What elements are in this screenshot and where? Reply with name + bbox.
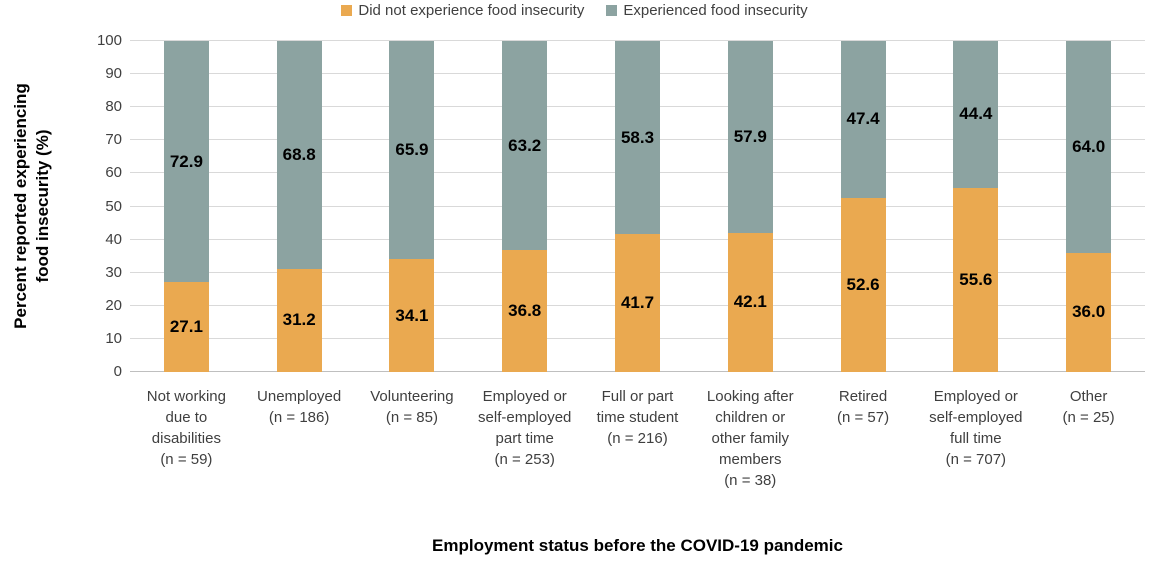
y-tick-label: 0 <box>113 363 122 380</box>
x-category-label: Employed or self-employed full time (n =… <box>929 388 1023 468</box>
y-axis-title-line: Percent reported experiencing <box>11 83 30 329</box>
bar-segment-did-not-experience <box>163 282 209 372</box>
legend-swatch-orange-icon <box>341 5 353 16</box>
data-label: 55.6 <box>959 269 993 289</box>
legend-item-experienced: Experienced food insecurity <box>606 2 808 19</box>
bar-segment-experienced <box>389 41 435 260</box>
data-label: 36.0 <box>1072 302 1106 322</box>
y-tick-label: 30 <box>105 263 122 281</box>
legend-label: Did not experience food insecurity <box>358 2 585 19</box>
x-category-label: Unemployed (n = 186) <box>257 388 342 426</box>
x-category-label: Full or part time student (n = 216) <box>596 388 679 447</box>
data-label: 36.8 <box>508 301 542 321</box>
x-category-label: Employed or self-employed part time (n =… <box>478 388 572 468</box>
data-label: 52.6 <box>846 274 880 294</box>
data-label: 57.9 <box>733 126 767 146</box>
bar-segment-did-not-experience <box>276 268 322 372</box>
data-label: 44.4 <box>959 104 993 124</box>
data-label: 27.1 <box>169 317 203 337</box>
y-tick-label: 80 <box>105 98 122 116</box>
y-tick-label: 10 <box>105 329 122 347</box>
x-category-label: Not working due to disabilities (n = 59) <box>146 388 226 468</box>
bar-segment-did-not-experience <box>840 197 886 372</box>
y-axis-title: Percent reported experiencing food insec… <box>10 28 54 384</box>
x-category-label: Volunteering (n = 85) <box>370 388 454 426</box>
plot-area: 27.1 72.9 31.2 68.8 34.1 65.9 36.8 63.2 41.7 58.3… <box>130 40 1145 372</box>
y-tick-label: 60 <box>105 164 122 182</box>
x-category-label: Retired (n = 57) <box>836 388 890 426</box>
y-tick-label: 70 <box>105 131 122 149</box>
bar-segment-did-not-experience <box>389 259 435 372</box>
data-label: 72.9 <box>169 151 203 171</box>
data-label: 63.2 <box>508 135 542 155</box>
bar-segment-did-not-experience <box>1066 252 1112 372</box>
bar-segment-experienced <box>502 41 548 251</box>
x-category-label: Looking after children or other family m… <box>706 388 794 489</box>
y-tick-label: 90 <box>105 65 122 83</box>
bar-segment-experienced <box>1066 41 1112 253</box>
bar-segment-did-not-experience <box>953 187 999 372</box>
bar-segment-did-not-experience <box>615 233 660 372</box>
bar-segment-experienced <box>276 41 322 269</box>
y-tick-label: 20 <box>105 296 122 314</box>
legend: Did not experience food insecurity Exper… <box>0 2 1149 19</box>
bar-segment-experienced <box>840 41 886 198</box>
data-label: 34.1 <box>395 305 429 325</box>
bar-segment-experienced <box>727 41 773 233</box>
data-label: 47.4 <box>846 109 880 129</box>
bar-segment-experienced <box>163 41 209 283</box>
data-label: 58.3 <box>620 127 655 147</box>
legend-swatch-gray-icon <box>606 5 618 16</box>
bar-segment-experienced <box>953 41 999 188</box>
legend-label: Experienced food insecurity <box>623 2 808 19</box>
y-tick-label: 50 <box>105 197 122 215</box>
data-label: 42.1 <box>733 292 767 312</box>
data-label: 65.9 <box>395 140 429 160</box>
x-category-label: Other (n = 25) <box>1062 388 1115 426</box>
data-label: 64.0 <box>1072 136 1106 156</box>
y-tick-label: 100 <box>96 32 122 49</box>
gridline <box>130 40 1145 41</box>
y-tick-label: 40 <box>105 230 122 248</box>
data-label: 41.7 <box>620 293 655 312</box>
data-label: 31.2 <box>282 310 316 330</box>
bar-segment-did-not-experience <box>727 232 773 372</box>
bar-segment-experienced <box>615 41 660 234</box>
bar-segment-did-not-experience <box>502 250 548 372</box>
legend-item-did-not-experience: Did not experience food insecurity <box>341 2 584 19</box>
data-label: 68.8 <box>282 144 316 164</box>
x-axis-title: Employment status before the COVID-19 pa… <box>432 536 843 555</box>
y-axis-title-line: food insecurity (%) <box>33 129 52 283</box>
